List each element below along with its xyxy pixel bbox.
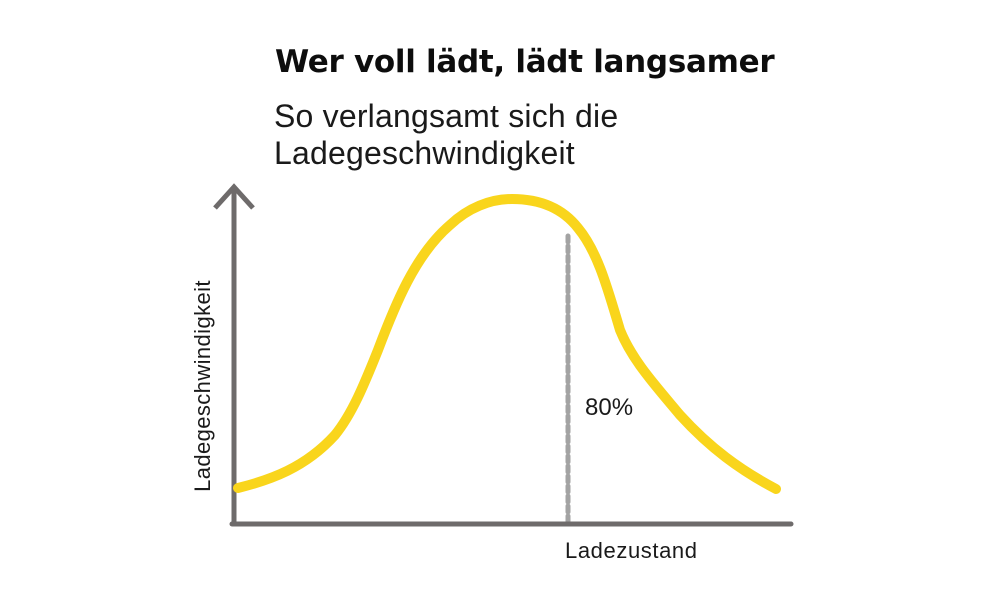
subtitle-line-1: So verlangsamt sich die xyxy=(274,98,619,134)
x-axis-label: Ladezustand xyxy=(565,538,698,563)
chart-subtitle: So verlangsamt sich die Ladegeschwindigk… xyxy=(274,98,618,172)
marker-80-label: 80% xyxy=(585,394,634,421)
subtitle-line-2: Ladegeschwindigkeit xyxy=(274,135,575,171)
y-axis-arrowhead-icon xyxy=(213,183,255,210)
charging-speed-curve xyxy=(233,194,781,494)
chart-title: Wer voll lädt, lädt langsamer xyxy=(275,44,775,80)
y-axis-label: Ladegeschwindigkeit xyxy=(190,280,215,492)
